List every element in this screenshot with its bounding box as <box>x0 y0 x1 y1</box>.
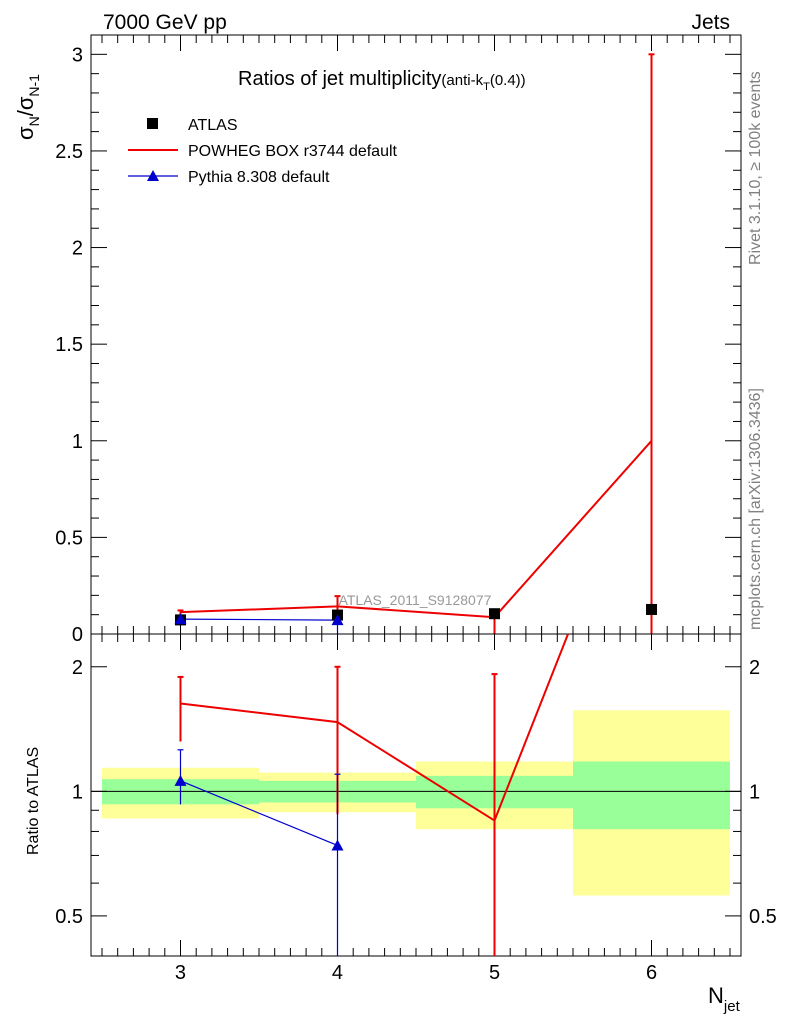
atlas-data-point <box>646 603 658 615</box>
ratio-ytick-label-right: 2 <box>749 657 760 679</box>
header-right-label: Jets <box>691 11 730 34</box>
plot-title-suffix-pre: (anti-k <box>441 72 483 89</box>
y-axis-label-main: σN/σN-1 <box>13 74 42 140</box>
analysis-watermark: ATLAS_2011_S9128077 <box>339 592 492 608</box>
powheg-series-line <box>180 440 653 619</box>
atlas-data-point <box>489 608 501 620</box>
ratio-powheg-line <box>180 633 569 823</box>
y-label-sep: /σ <box>13 96 38 116</box>
plot-title: Ratios of jet multiplicity(anti-kT(0.4)) <box>238 68 526 93</box>
pythia-data-point <box>174 613 187 625</box>
ratio-ytick-label-left: 2 <box>72 657 83 679</box>
rivet-side-label: Rivet 3.1.10, ≥ 100k events <box>747 71 764 265</box>
y-label-sub2: N-1 <box>26 74 42 97</box>
legend-atlas-marker <box>147 118 158 129</box>
main-ytick-label: 1.5 <box>55 334 83 356</box>
ratio-pythia-line <box>180 780 338 846</box>
ratio-ytick-label-left: 1 <box>72 781 83 803</box>
legend-pythia-marker <box>147 170 159 181</box>
legend-powheg-label: POWHEG BOX r3744 default <box>188 143 398 160</box>
plot-title-suffix-sub: T <box>483 81 490 93</box>
pythia-series-line <box>180 618 338 621</box>
ratio-ytick-label-left: 0.5 <box>55 906 83 928</box>
ratio-xtick-label: 4 <box>332 962 343 984</box>
ratio-ytick-label-right: 0.5 <box>749 906 777 928</box>
main-ytick-label: 0 <box>72 624 83 646</box>
svg-text:σN/σN-1: σN/σN-1 <box>13 74 42 140</box>
ratio-panel: 3 4 5 6 0.5 0.5 1 1 2 2 <box>55 633 777 984</box>
x-label-main: N <box>708 983 724 1008</box>
band-inner-3 <box>573 761 731 830</box>
main-panel: 0 0.5 1 1.5 2 2.5 3 <box>55 34 742 646</box>
ratio-xtick-label: 3 <box>175 962 186 984</box>
plot-title-main: Ratios of jet multiplicity <box>238 68 441 90</box>
legend-pythia-label: Pythia 8.308 default <box>188 169 330 186</box>
pythia-data-point <box>331 614 344 626</box>
ratio-pythia-point <box>331 839 344 851</box>
ratio-pythia-point <box>174 774 187 786</box>
header-left-label: 7000 GeV pp <box>103 11 227 34</box>
x-axis-label: Njet <box>708 983 741 1015</box>
y-label-sub1: N <box>26 116 42 126</box>
main-ytick-label: 0.5 <box>55 527 83 549</box>
ratio-xtick-label: 6 <box>646 962 657 984</box>
legend-atlas-label: ATLAS <box>188 117 238 134</box>
legend: ATLAS POWHEG BOX r3744 default Pythia 8.… <box>128 117 398 186</box>
main-ytick-label: 1 <box>72 431 83 453</box>
y-label-sym1: σ <box>13 126 38 140</box>
plot-title-suffix-post: (0.4)) <box>490 72 526 89</box>
mcplots-side-label: mcplots.cern.ch [arXiv:1306.3436] <box>747 388 764 630</box>
ratio-ytick-label-right: 1 <box>749 781 760 803</box>
y-axis-label-ratio: Ratio to ATLAS <box>25 747 42 855</box>
svg-text:Njet: Njet <box>708 983 741 1015</box>
x-label-sub: jet <box>723 998 741 1015</box>
ratio-xtick-label: 5 <box>489 962 500 984</box>
main-ytick-label: 3 <box>72 44 83 66</box>
main-ytick-label: 2.5 <box>55 141 83 163</box>
main-ytick-label: 2 <box>72 238 83 260</box>
